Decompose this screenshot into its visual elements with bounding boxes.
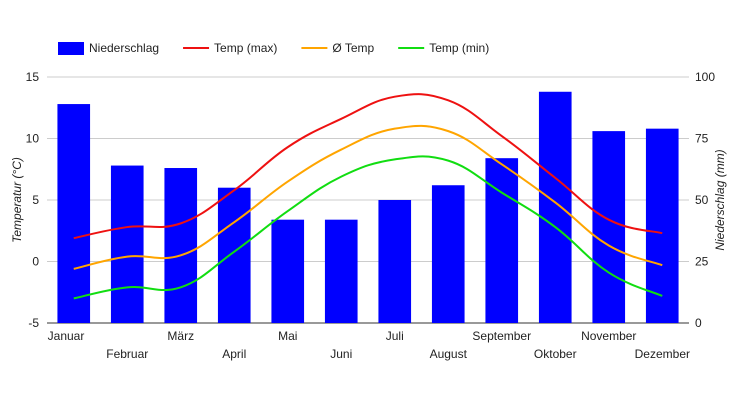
legend: Niederschlag Temp (max) Ø Temp Temp (min) [58, 41, 489, 55]
y-axis-left-title: Temperatur (°C) [10, 157, 24, 243]
x-tick-label: April [222, 347, 246, 361]
x-tick-label: Juli [386, 329, 404, 343]
y-right-tick-label: 0 [695, 316, 702, 330]
precipitation-bar [110, 165, 144, 323]
precipitation-bar [164, 168, 198, 323]
x-tick-label: Februar [106, 347, 148, 361]
legend-label: Temp (min) [429, 41, 489, 55]
precipitation-bar [645, 128, 679, 323]
precipitation-bar [538, 91, 572, 323]
temperature-lines [73, 93, 663, 300]
precipitation-bar [324, 219, 358, 323]
precipitation-bar [378, 200, 412, 323]
legend-label: Temp (max) [214, 41, 277, 55]
y-left-tick-label: 5 [32, 193, 39, 207]
axes: -5 0 5 10 15 0 25 50 75 100 Januar Februar März April… [26, 70, 716, 361]
y-right-tick-label: 75 [695, 132, 709, 146]
precipitation-bar [57, 104, 91, 323]
precipitation-bar [271, 219, 305, 323]
line-temp-min [73, 155, 663, 300]
legend-swatch-niederschlag [58, 42, 84, 55]
y-left-tick-label: 0 [32, 255, 39, 269]
y-left-tick-label: 10 [26, 132, 40, 146]
legend-label: Ø Temp [332, 41, 374, 55]
y-right-tick-label: 50 [695, 193, 709, 207]
x-tick-label: September [472, 329, 531, 343]
x-tick-label: August [430, 347, 468, 361]
y-right-tick-label: 100 [695, 70, 715, 84]
line-temp-max [73, 93, 663, 240]
y-right-tick-label: 25 [695, 255, 709, 269]
precipitation-bar [217, 187, 251, 323]
legend-label: Niederschlag [89, 41, 159, 55]
precipitation-bar [485, 158, 519, 323]
precipitation-bars [57, 91, 679, 323]
x-tick-label: Dezember [635, 347, 690, 361]
x-tick-label: November [581, 329, 636, 343]
x-tick-label: März [167, 329, 194, 343]
x-tick-label: Oktober [534, 347, 577, 361]
line-avg-temp [73, 124, 663, 270]
y-axis-right-title: Niederschlag (mm) [713, 149, 727, 250]
x-tick-label: Mai [278, 329, 297, 343]
y-left-tick-label: 15 [26, 70, 40, 84]
x-tick-label: Juni [330, 347, 352, 361]
y-left-tick-label: -5 [28, 316, 39, 330]
x-tick-label: Januar [48, 329, 85, 343]
grid-lines [47, 76, 689, 324]
precipitation-bar [592, 131, 626, 323]
precipitation-bar [431, 185, 465, 323]
